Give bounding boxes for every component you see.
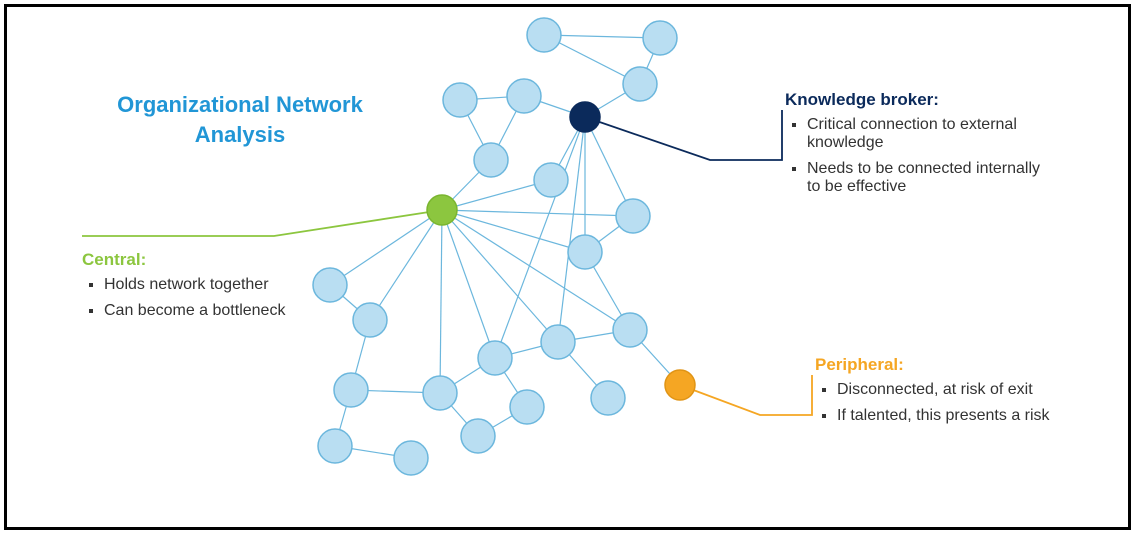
callout-broker-heading: Knowledge broker: [785, 90, 1045, 110]
network-node-n15 [423, 376, 457, 410]
network-node-n20 [591, 381, 625, 415]
network-node-n21 [613, 313, 647, 347]
callout-line-central [82, 210, 442, 236]
title-line-1: Organizational Network [90, 90, 390, 120]
network-node-n14 [394, 441, 428, 475]
network-node-n18 [510, 390, 544, 424]
network-edge [442, 210, 633, 216]
network-edge [442, 210, 585, 252]
callout-broker-bullet: Critical connection to external knowledg… [807, 116, 1045, 152]
network-node-n17 [478, 341, 512, 375]
title-line-2: Analysis [90, 120, 390, 150]
callout-central-list: Holds network together Can become a bott… [82, 276, 292, 320]
network-node-n4 [443, 83, 477, 117]
callout-line-peripheral [680, 375, 812, 415]
callout-peripheral: Peripheral: Disconnected, at risk of exi… [815, 355, 1055, 433]
callout-peripheral-bullet: If talented, this presents a risk [837, 407, 1055, 425]
network-node-n2 [643, 21, 677, 55]
network-node-n5 [507, 79, 541, 113]
network-node-n19 [541, 325, 575, 359]
callout-central-heading: Central: [82, 250, 292, 270]
diagram-title: Organizational Network Analysis [90, 90, 390, 149]
network-edge [370, 210, 442, 320]
callout-broker-bullet: Needs to be connected internally to be e… [807, 160, 1045, 196]
network-node-n13 [318, 429, 352, 463]
network-node-peripheral [665, 370, 695, 400]
callout-peripheral-list: Disconnected, at risk of exit If talente… [815, 381, 1055, 425]
network-node-central [427, 195, 457, 225]
callout-broker-list: Critical connection to external knowledg… [785, 116, 1045, 196]
callout-central: Central: Holds network together Can beco… [82, 250, 292, 328]
network-edge [558, 117, 585, 342]
network-node-n1 [527, 18, 561, 52]
network-node-n11 [353, 303, 387, 337]
network-node-broker [570, 102, 600, 132]
network-node-n6 [474, 143, 508, 177]
callout-broker: Knowledge broker: Critical connection to… [785, 90, 1045, 204]
network-node-n7 [534, 163, 568, 197]
network-edge [442, 210, 495, 358]
network-node-n12 [334, 373, 368, 407]
network-node-n16 [461, 419, 495, 453]
network-node-n9 [616, 199, 650, 233]
callout-central-bullet: Can become a bottleneck [104, 302, 292, 320]
callout-peripheral-heading: Peripheral: [815, 355, 1055, 375]
callout-peripheral-bullet: Disconnected, at risk of exit [837, 381, 1055, 399]
network-node-n8 [568, 235, 602, 269]
callout-line-broker [585, 110, 782, 160]
network-edge [440, 210, 442, 393]
network-edge [442, 210, 558, 342]
network-node-n10 [313, 268, 347, 302]
network-node-n3 [623, 67, 657, 101]
network-edge [330, 210, 442, 285]
network-edge [442, 210, 630, 330]
callout-central-bullet: Holds network together [104, 276, 292, 294]
